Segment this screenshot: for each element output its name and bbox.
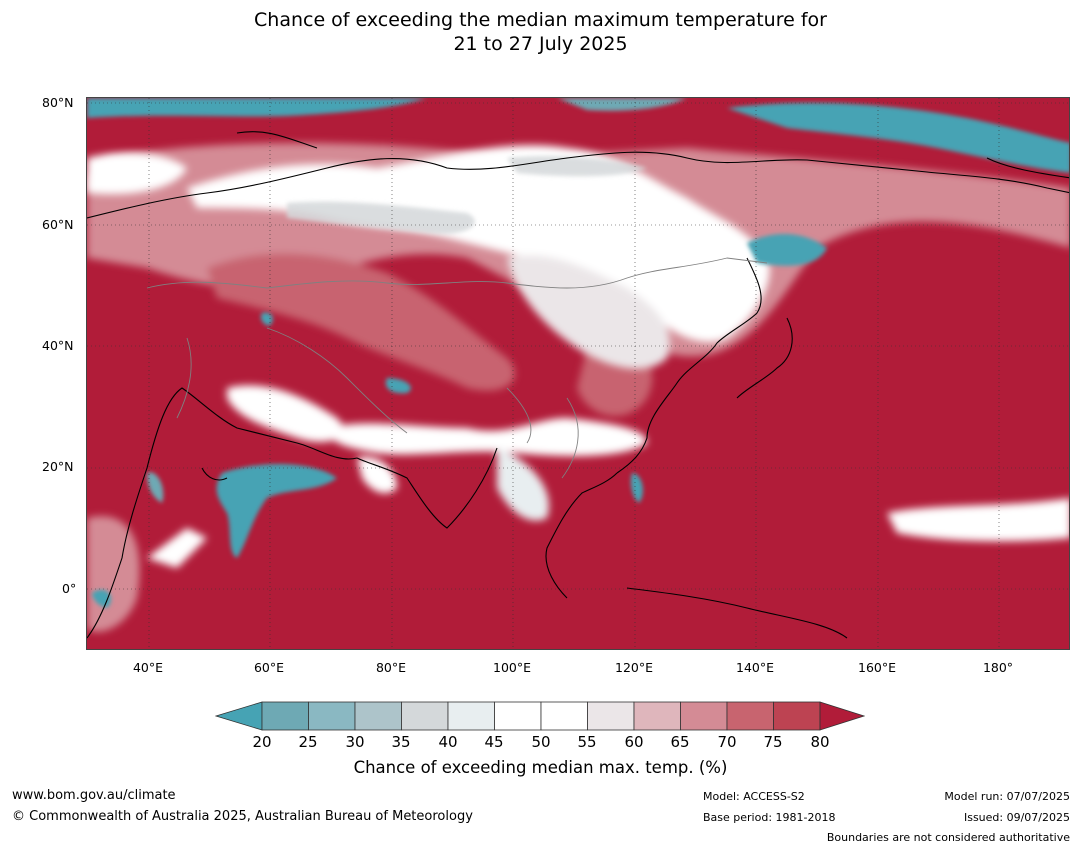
legend-tick-75: 75 [763,733,783,751]
legend-tick-55: 55 [577,733,597,751]
model-run-date: Model run: 07/07/2025 [944,790,1070,803]
base-period: Base period: 1981-2018 [703,811,836,824]
lat-label-20n: 20°N [42,459,74,474]
coastlines [87,131,1069,639]
legend-color-cell [447,701,495,731]
legend-tick-50: 50 [531,733,551,751]
legend-color-cells [215,701,865,731]
legend-tick-80: 80 [810,733,830,751]
legend-colorbar [215,701,865,731]
map-title-line1: Chance of exceeding the median maximum t… [254,9,827,31]
forecast-map[interactable] [86,97,1070,650]
legend-color-cell [401,701,449,731]
lon-label-60e: 60°E [253,660,285,675]
country-borders [146,257,768,479]
legend-extend-low [215,701,263,731]
legend-tick-45: 45 [484,733,504,751]
issued-date: Issued: 09/07/2025 [963,811,1070,824]
legend-tick-25: 25 [298,733,318,751]
legend-tick-20: 20 [252,733,272,751]
legend-color-cell [773,701,821,731]
probability-band-below-40 [87,98,1069,608]
legend-color-cell [261,701,309,731]
forecast-map-svg [87,98,1069,649]
legend-color-cell [587,701,635,731]
map-title: Chance of exceeding the median maximum t… [0,8,1081,56]
lon-label-80e: 80°E [375,660,407,675]
boundaries-disclaimer: Boundaries are not considered authoritat… [826,831,1070,844]
legend-color-cell [354,701,402,731]
lon-label-160e: 160°E [857,660,897,675]
lon-label-140e: 140°E [735,660,775,675]
legend-tick-65: 65 [670,733,690,751]
legend-tick-35: 35 [391,733,411,751]
legend-tick-40: 40 [438,733,458,751]
graticule [87,98,1069,649]
legend-tick-60: 60 [624,733,644,751]
lon-label-40e: 40°E [132,660,164,675]
legend-color-cell [680,701,728,731]
legend-color-cell [308,701,356,731]
lon-label-100e: 100°E [492,660,532,675]
website-link[interactable]: www.bom.gov.au/climate [12,788,176,803]
legend-label: Chance of exceeding median max. temp. (%… [353,758,728,777]
legend-color-cell [540,701,588,731]
legend-extend-high [819,701,865,731]
legend-tick-70: 70 [717,733,737,751]
lat-label-60n: 60°N [42,217,74,232]
lat-label-0: 0° [62,581,77,596]
legend-tick-30: 30 [345,733,365,751]
legend-color-cell [494,701,542,731]
probability-band-40-60 [87,145,1069,568]
lon-label-180: 180° [982,660,1014,675]
copyright-text: © Commonwealth of Australia 2025, Austra… [12,809,473,824]
lat-label-40n: 40°N [42,338,74,353]
lon-label-120e: 120°E [614,660,654,675]
lat-label-80n: 80°N [42,95,74,110]
map-title-line2: 21 to 27 July 2025 [453,33,628,55]
legend-color-cell [633,701,681,731]
legend-color-cell [726,701,774,731]
model-name: Model: ACCESS-S2 [703,790,805,803]
